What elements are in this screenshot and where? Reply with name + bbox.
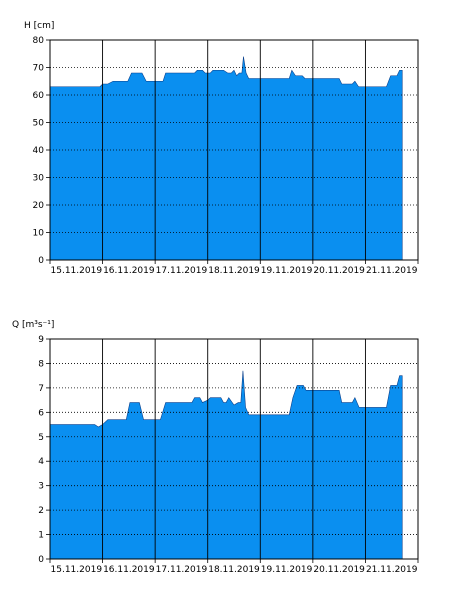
y-tick-label: 20 xyxy=(33,201,45,211)
x-tick-label: 20.11.2019 xyxy=(313,565,365,575)
y-tick-label: 2 xyxy=(38,506,44,516)
x-tick-label: 15.11.2019 xyxy=(51,565,103,575)
plot-frame xyxy=(49,338,419,560)
y-axis-label: H [cm] xyxy=(24,21,54,31)
y-tick-label: 5 xyxy=(38,433,44,443)
y-tick-label: 30 xyxy=(33,174,45,184)
x-tick-label: 19.11.2019 xyxy=(261,565,313,575)
x-tick-label: 18.11.2019 xyxy=(208,565,260,575)
y-tick-label: 6 xyxy=(38,408,44,418)
series-area xyxy=(49,370,403,560)
x-tick-label: 21.11.2019 xyxy=(366,565,418,575)
y-tick-label: 4 xyxy=(38,457,44,467)
discharge-chart: 0 1 2 3 4 5 6 7 8 9 15.11.2019 16.11.2019 17.11.2019… xyxy=(12,320,419,575)
water-level-chart: 0 10 20 30 40 50 60 70 80 15.11.2019 16.11.2019 17.… xyxy=(24,21,419,276)
y-tick-label: 0 xyxy=(38,555,44,565)
x-tick-label: 16.11.2019 xyxy=(103,565,155,575)
x-tick-label: 18.11.2019 xyxy=(208,266,260,276)
y-tick-label: 10 xyxy=(33,229,45,239)
y-tick-label: 40 xyxy=(33,146,45,156)
y-tick-label: 60 xyxy=(33,91,45,101)
x-tick-label: 16.11.2019 xyxy=(103,266,155,276)
series-area xyxy=(49,56,403,261)
x-tick-label: 17.11.2019 xyxy=(156,266,208,276)
y-tick-label: 9 xyxy=(38,335,44,345)
x-tick-label: 17.11.2019 xyxy=(156,565,208,575)
y-tick-label: 1 xyxy=(38,531,44,541)
y-tick-label: 7 xyxy=(38,384,44,394)
y-tick-label: 70 xyxy=(33,64,45,74)
y-tick-label: 0 xyxy=(38,256,44,266)
y-tick-label: 80 xyxy=(33,36,45,46)
y-tick-label: 3 xyxy=(38,482,44,492)
x-tick-label: 20.11.2019 xyxy=(313,266,365,276)
y-tick-label: 8 xyxy=(38,359,44,369)
x-tick-label: 19.11.2019 xyxy=(261,266,313,276)
y-axis-label: Q [m³s⁻¹] xyxy=(12,320,54,330)
plot-frame xyxy=(49,39,419,261)
x-tick-label: 15.11.2019 xyxy=(51,266,103,276)
y-tick-label: 50 xyxy=(33,119,45,129)
x-tick-label: 21.11.2019 xyxy=(366,266,418,276)
